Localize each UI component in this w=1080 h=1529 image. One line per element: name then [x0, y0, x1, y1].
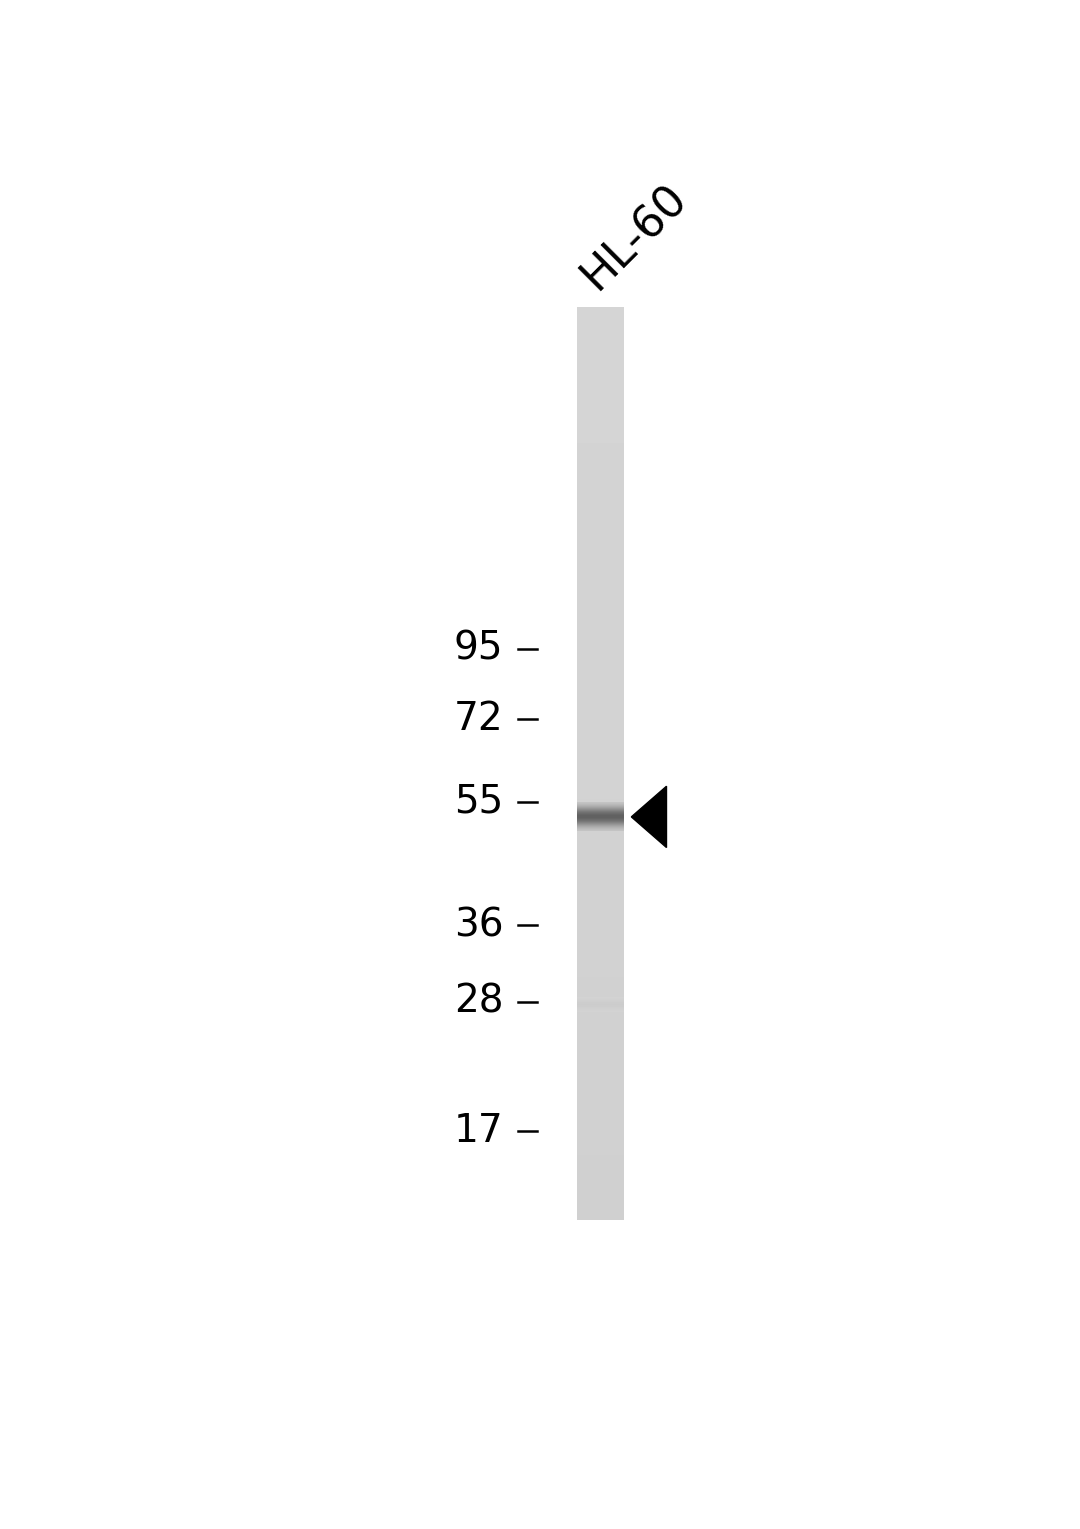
Polygon shape — [632, 786, 666, 847]
Text: 72: 72 — [454, 700, 503, 739]
Text: 55: 55 — [454, 783, 503, 821]
Text: 95: 95 — [454, 630, 503, 668]
Text: 28: 28 — [454, 983, 503, 1021]
Text: HL-60: HL-60 — [573, 176, 696, 298]
Text: 36: 36 — [454, 907, 503, 945]
Text: 17: 17 — [454, 1112, 503, 1150]
